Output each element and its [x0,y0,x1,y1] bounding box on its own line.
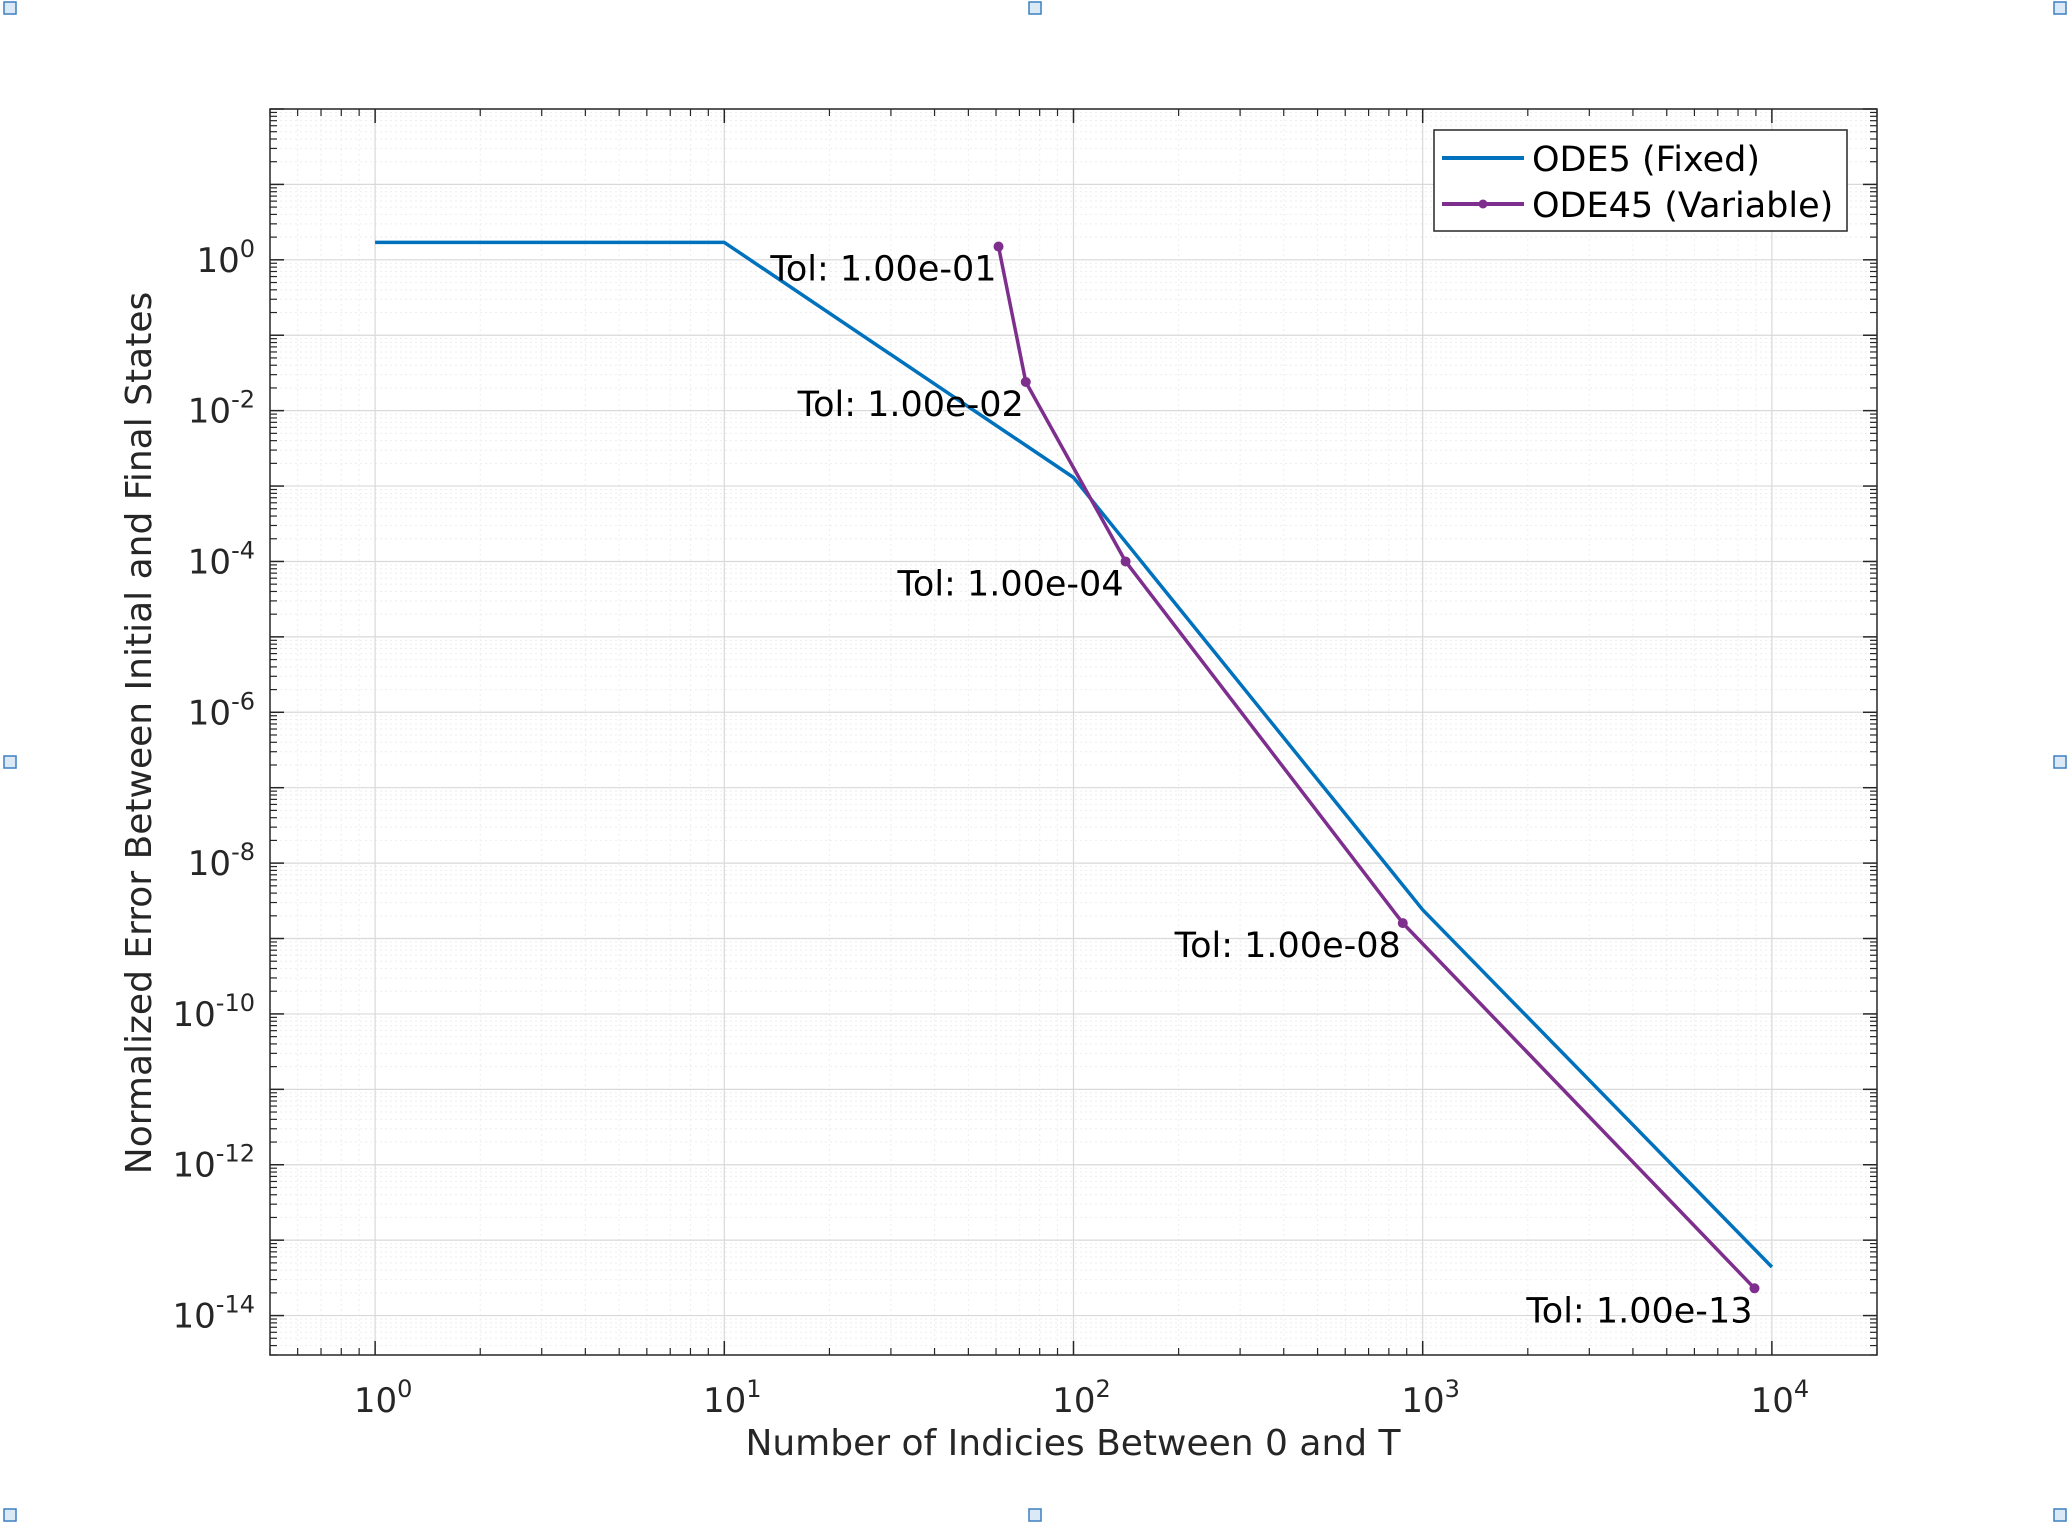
y-axis-label: Normalized Error Between Initial and Fin… [119,292,160,1174]
x-tick-label: 102 [1052,1375,1111,1421]
resize-handle[interactable] [1028,1508,1042,1522]
y-tick-label: 100 [196,235,255,281]
annotation-label: Tol: 1.00e-02 [797,385,1024,425]
y-tick-label: 10-8 [188,838,255,884]
x-tick-label: 100 [354,1375,413,1421]
series-point-1 [1120,556,1131,567]
axes-box [269,108,1878,1356]
series-point-1 [993,241,1004,252]
y-tick-label: 10-2 [188,386,255,432]
y-tick-label: 10-12 [173,1140,255,1186]
resize-handle[interactable] [2053,1,2067,15]
resize-handle[interactable] [3,755,17,769]
y-tick-label: 10-10 [173,989,255,1035]
y-tick-label: 10-14 [173,1291,255,1337]
x-tick-label: 104 [1751,1375,1810,1421]
resize-handle[interactable] [2053,1508,2067,1522]
series-line-0 [375,240,1774,1269]
series-point-1 [1749,1283,1760,1294]
legend-label-ode5: ODE5 (Fixed) [1532,140,1760,180]
y-tick-labels: 100 10-2 10-4 10-6 10-8 10-10 10-12 10-14 [173,235,255,1337]
annotation-label: Tol: 1.00e-01 [769,250,996,290]
x-axis-label: Number of Indicies Between 0 and T [745,1423,1401,1464]
major-grid [270,108,1877,1355]
tolerance-annotations: Tol: 1.00e-01 Tol: 1.00e-02 Tol: 1.00e-04 T… [769,250,1752,1332]
resize-handles[interactable] [3,1,2067,1522]
legend-box [1433,129,1848,232]
resize-handle[interactable] [3,1508,17,1522]
annotation-label: Tol: 1.00e-13 [1525,1291,1752,1331]
series-point-1 [1397,918,1408,929]
resize-handle[interactable] [1028,1,1042,15]
resize-handle[interactable] [3,1,17,15]
x-tick-label: 103 [1401,1375,1460,1421]
series-layer [375,240,1774,1294]
legend[interactable]: ODE5 (Fixed) ODE45 (Variable) [1433,129,1848,232]
annotation-label: Tol: 1.00e-08 [1174,926,1401,966]
x-tick-label: 101 [703,1375,762,1421]
series-point-1 [1020,376,1031,387]
plot-area [269,108,1878,1356]
legend-label-ode45: ODE45 (Variable) [1532,186,1833,226]
x-tick-labels: 100 101 102 103 104 [354,1375,1809,1421]
legend-marker-ode45 [1478,199,1488,209]
y-tick-label: 10-6 [188,687,255,733]
y-tick-label: 10-4 [188,536,255,582]
annotation-label: Tol: 1.00e-04 [896,564,1123,604]
resize-handle[interactable] [2053,755,2067,769]
